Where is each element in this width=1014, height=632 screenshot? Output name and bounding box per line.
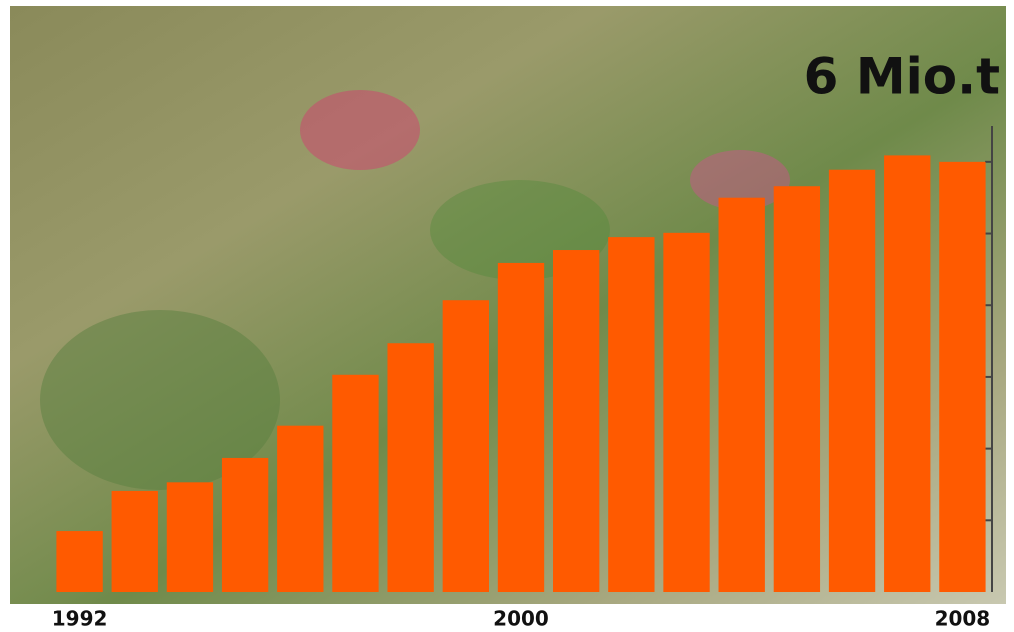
bar bbox=[608, 237, 654, 592]
bar bbox=[663, 233, 709, 592]
x-tick-label: 2000 bbox=[493, 607, 549, 631]
bar bbox=[774, 186, 820, 592]
x-tick-label: 2008 bbox=[935, 607, 991, 631]
photo-flower bbox=[300, 90, 420, 170]
bar bbox=[443, 300, 489, 592]
bar bbox=[553, 250, 599, 592]
bar bbox=[939, 162, 985, 592]
bar bbox=[387, 343, 433, 592]
x-tick-label: 1992 bbox=[52, 607, 108, 631]
bar bbox=[884, 155, 930, 592]
bar bbox=[56, 531, 102, 592]
bar bbox=[332, 375, 378, 592]
bar bbox=[167, 482, 213, 592]
bar bbox=[277, 426, 323, 592]
bar bbox=[498, 263, 544, 592]
chart-title: 6 Mio.t bbox=[804, 48, 1000, 106]
bar bbox=[112, 491, 158, 592]
bar bbox=[222, 458, 268, 592]
bar bbox=[719, 198, 765, 592]
chart: 6 Mio.t 1992 2000 2008 bbox=[0, 0, 1014, 632]
bar bbox=[829, 170, 875, 592]
